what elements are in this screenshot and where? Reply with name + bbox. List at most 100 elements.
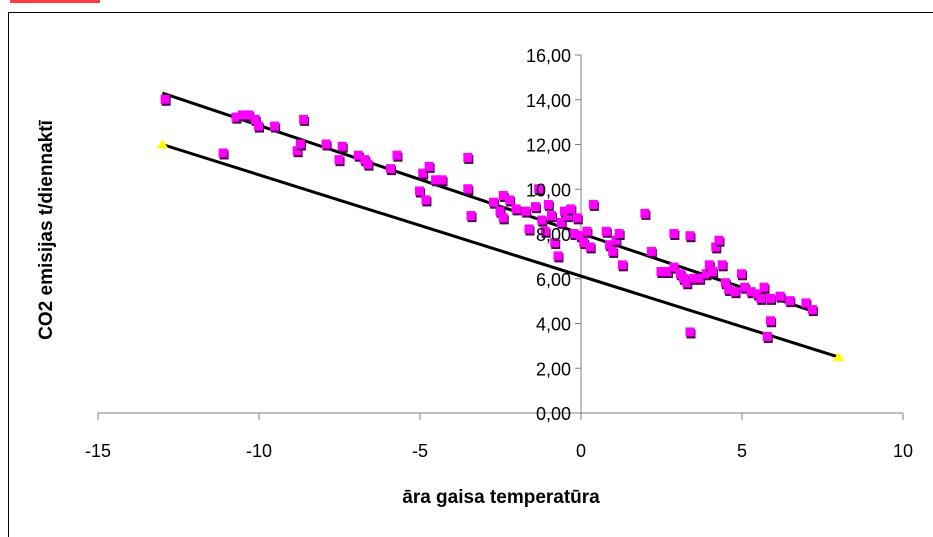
data-point (421, 195, 432, 207)
data-point (611, 235, 622, 247)
x-tick-label: -5 (412, 441, 428, 461)
data-point-marker (662, 267, 672, 277)
trendlines (161, 91, 840, 359)
data-point-marker (582, 226, 592, 236)
data-point-marker (437, 175, 447, 185)
data-point (688, 273, 699, 285)
data-point (765, 293, 776, 305)
data-point (801, 298, 812, 310)
data-point-marker (463, 184, 473, 194)
data-point (160, 94, 171, 106)
data-point-marker (537, 215, 547, 225)
data-point-marker (685, 327, 695, 337)
data-point-marker (566, 204, 576, 214)
data-point (566, 204, 577, 216)
data-point-marker (495, 206, 505, 216)
data-point-marker (775, 291, 785, 301)
data-point-marker (711, 242, 721, 252)
data-point-marker (337, 141, 347, 151)
x-tick-label: 0 (576, 441, 586, 461)
data-point (640, 208, 651, 220)
data-point (547, 211, 558, 223)
data-point (418, 168, 429, 180)
data-point-marker (656, 267, 666, 277)
data-point (386, 164, 397, 176)
chart-frame (8, 12, 933, 537)
data-point (530, 202, 541, 214)
y-tick-label: 14,00 (526, 91, 571, 111)
data-point (601, 226, 612, 238)
data-point (466, 211, 477, 223)
data-point-marker (640, 208, 650, 218)
data-point-marker (588, 199, 598, 209)
data-point (720, 278, 731, 290)
data-point (321, 139, 332, 151)
x-tick-label: -10 (246, 441, 272, 461)
data-point (556, 217, 567, 229)
data-point-marker (669, 262, 679, 272)
data-point-marker (250, 114, 260, 124)
data-point (299, 114, 310, 126)
data-point-marker (717, 260, 727, 270)
data-point-marker (415, 186, 424, 196)
data-point-marker (431, 175, 441, 185)
data-point-marker (611, 235, 621, 245)
data-point-marker (746, 287, 756, 297)
data-point (550, 237, 561, 249)
data-point-marker (547, 211, 557, 221)
data-point (543, 199, 554, 211)
data-point (807, 305, 818, 317)
endpoint-marker (156, 139, 169, 149)
data-point (244, 110, 255, 122)
data-point (582, 226, 593, 238)
trendline (161, 143, 840, 359)
data-point-marker (765, 293, 775, 303)
data-point-marker (254, 121, 263, 131)
data-point (254, 121, 264, 133)
data-point-marker (540, 226, 550, 236)
data-point-marker (386, 164, 396, 174)
axes (97, 54, 904, 420)
data-point-marker (646, 246, 656, 256)
data-point (363, 159, 374, 171)
data-point-marker (244, 110, 254, 120)
y-tick-label: 10,00 (526, 180, 571, 200)
data-point-marker (466, 211, 476, 221)
y-tick-label: 2,00 (536, 359, 571, 379)
data-point (553, 251, 564, 263)
data-point (521, 206, 532, 218)
data-point-marker (759, 282, 769, 292)
data-point (740, 282, 751, 294)
data-point (424, 161, 435, 173)
data-point-marker (695, 273, 705, 283)
data-point (524, 224, 535, 236)
data-point (717, 260, 728, 272)
data-point-marker (498, 190, 508, 200)
y-tick-label: 0,00 (536, 404, 571, 424)
data-point-marker (756, 293, 766, 303)
data-point-marker (295, 139, 305, 149)
x-tick-label: 5 (737, 441, 747, 461)
data-point (463, 184, 474, 196)
data-point (714, 235, 725, 247)
data-point (708, 267, 719, 279)
data-point-marker (543, 199, 553, 209)
data-point (695, 273, 706, 285)
data-point (415, 186, 425, 198)
endpoint-marker (832, 352, 845, 362)
data-point (537, 215, 548, 227)
data-point-marker (740, 282, 750, 292)
data-point-marker (292, 146, 302, 156)
data-point-marker (688, 273, 698, 283)
data-point-marker (463, 152, 473, 162)
data-point (270, 121, 281, 133)
data-point (730, 287, 741, 299)
data-point (292, 146, 303, 158)
data-point (685, 327, 696, 339)
data-point (295, 139, 306, 151)
data-point-marker (765, 316, 775, 326)
data-point (746, 287, 757, 299)
data-point-marker (524, 224, 534, 234)
data-point (669, 262, 680, 274)
